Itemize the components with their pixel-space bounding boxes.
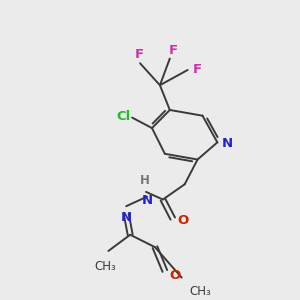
Text: CH₃: CH₃ (94, 260, 116, 274)
Text: N: N (221, 137, 233, 150)
Text: N: N (121, 211, 132, 224)
Text: F: F (169, 44, 178, 57)
Text: N: N (142, 194, 153, 207)
Text: H: H (140, 174, 150, 187)
Text: O: O (178, 214, 189, 227)
Text: CH₃: CH₃ (190, 285, 211, 298)
Text: F: F (193, 64, 202, 76)
Text: Cl: Cl (116, 110, 130, 123)
Text: F: F (134, 48, 144, 62)
Text: O: O (170, 269, 181, 282)
